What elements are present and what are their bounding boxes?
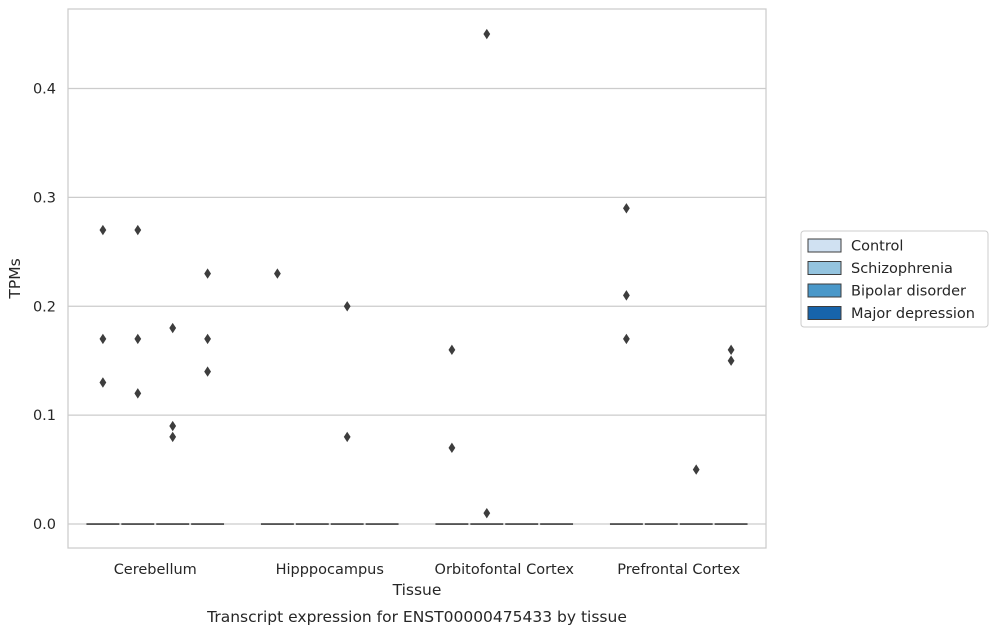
chart-title: Transcript expression for ENST0000047543… — [206, 608, 627, 626]
legend-label: Schizophrenia — [851, 261, 953, 277]
outlier-point — [623, 333, 630, 345]
x-tick-label: Cerebellum — [114, 562, 197, 578]
outlier-point — [169, 420, 177, 432]
y-axis-label: TPMs — [6, 258, 24, 299]
outlier-point — [99, 377, 107, 388]
x-tick-label: Hipppocampus — [276, 562, 384, 578]
outlier-point — [204, 268, 211, 279]
y-tick-labels: 0.0 0.1 0.2 0.3 0.4 — [33, 81, 56, 533]
legend-swatch — [807, 261, 842, 275]
y-tick-label: 0.0 — [33, 517, 56, 533]
outlier-point — [623, 203, 630, 214]
legend: Control Schizophrenia Bipolar disorder Majo… — [800, 230, 989, 328]
outlier-point — [727, 344, 735, 356]
outlier-point — [448, 442, 456, 454]
x-axis-label: Tissue — [392, 581, 442, 599]
outlier-point — [169, 431, 177, 443]
y-tick-label: 0.3 — [33, 190, 56, 206]
outlier-point — [274, 268, 281, 279]
outlier-point — [134, 388, 142, 399]
x-tick-label: Orbitofontal Cortex — [435, 562, 575, 578]
legend-swatch — [807, 283, 842, 298]
outlier-point — [134, 224, 142, 236]
legend-label: Major depression — [851, 306, 975, 322]
outlier-point — [483, 507, 491, 519]
outlier-point — [692, 464, 700, 475]
outlier-point — [727, 355, 735, 366]
legend-swatch — [807, 306, 842, 320]
outlier-point — [343, 301, 351, 312]
outlier-point — [134, 333, 142, 345]
outlier-point — [204, 366, 211, 377]
y-tick-label: 0.4 — [33, 81, 56, 97]
legend-label: Control — [851, 239, 903, 255]
outlier-point — [169, 322, 177, 334]
outlier-point — [343, 431, 351, 443]
outlier-points — [99, 28, 735, 519]
outlier-point — [99, 224, 107, 236]
outlier-point — [99, 333, 107, 345]
outlier-point — [623, 290, 630, 301]
grid-lines — [68, 87, 766, 525]
y-tick-label: 0.2 — [33, 299, 56, 315]
y-tick-label: 0.1 — [33, 408, 56, 424]
x-tick-label: Prefrontal Cortex — [617, 562, 740, 578]
legend-box — [800, 230, 989, 328]
plot-frame — [67, 8, 767, 549]
legend-label: Bipolar disorder — [851, 284, 966, 300]
x-tick-labels: Cerebellum Hipppocampus Orbitofontal Corte… — [114, 562, 741, 578]
legend-swatch — [807, 238, 842, 253]
outlier-point — [204, 333, 211, 345]
outlier-point — [448, 344, 456, 356]
outlier-point — [483, 28, 491, 40]
